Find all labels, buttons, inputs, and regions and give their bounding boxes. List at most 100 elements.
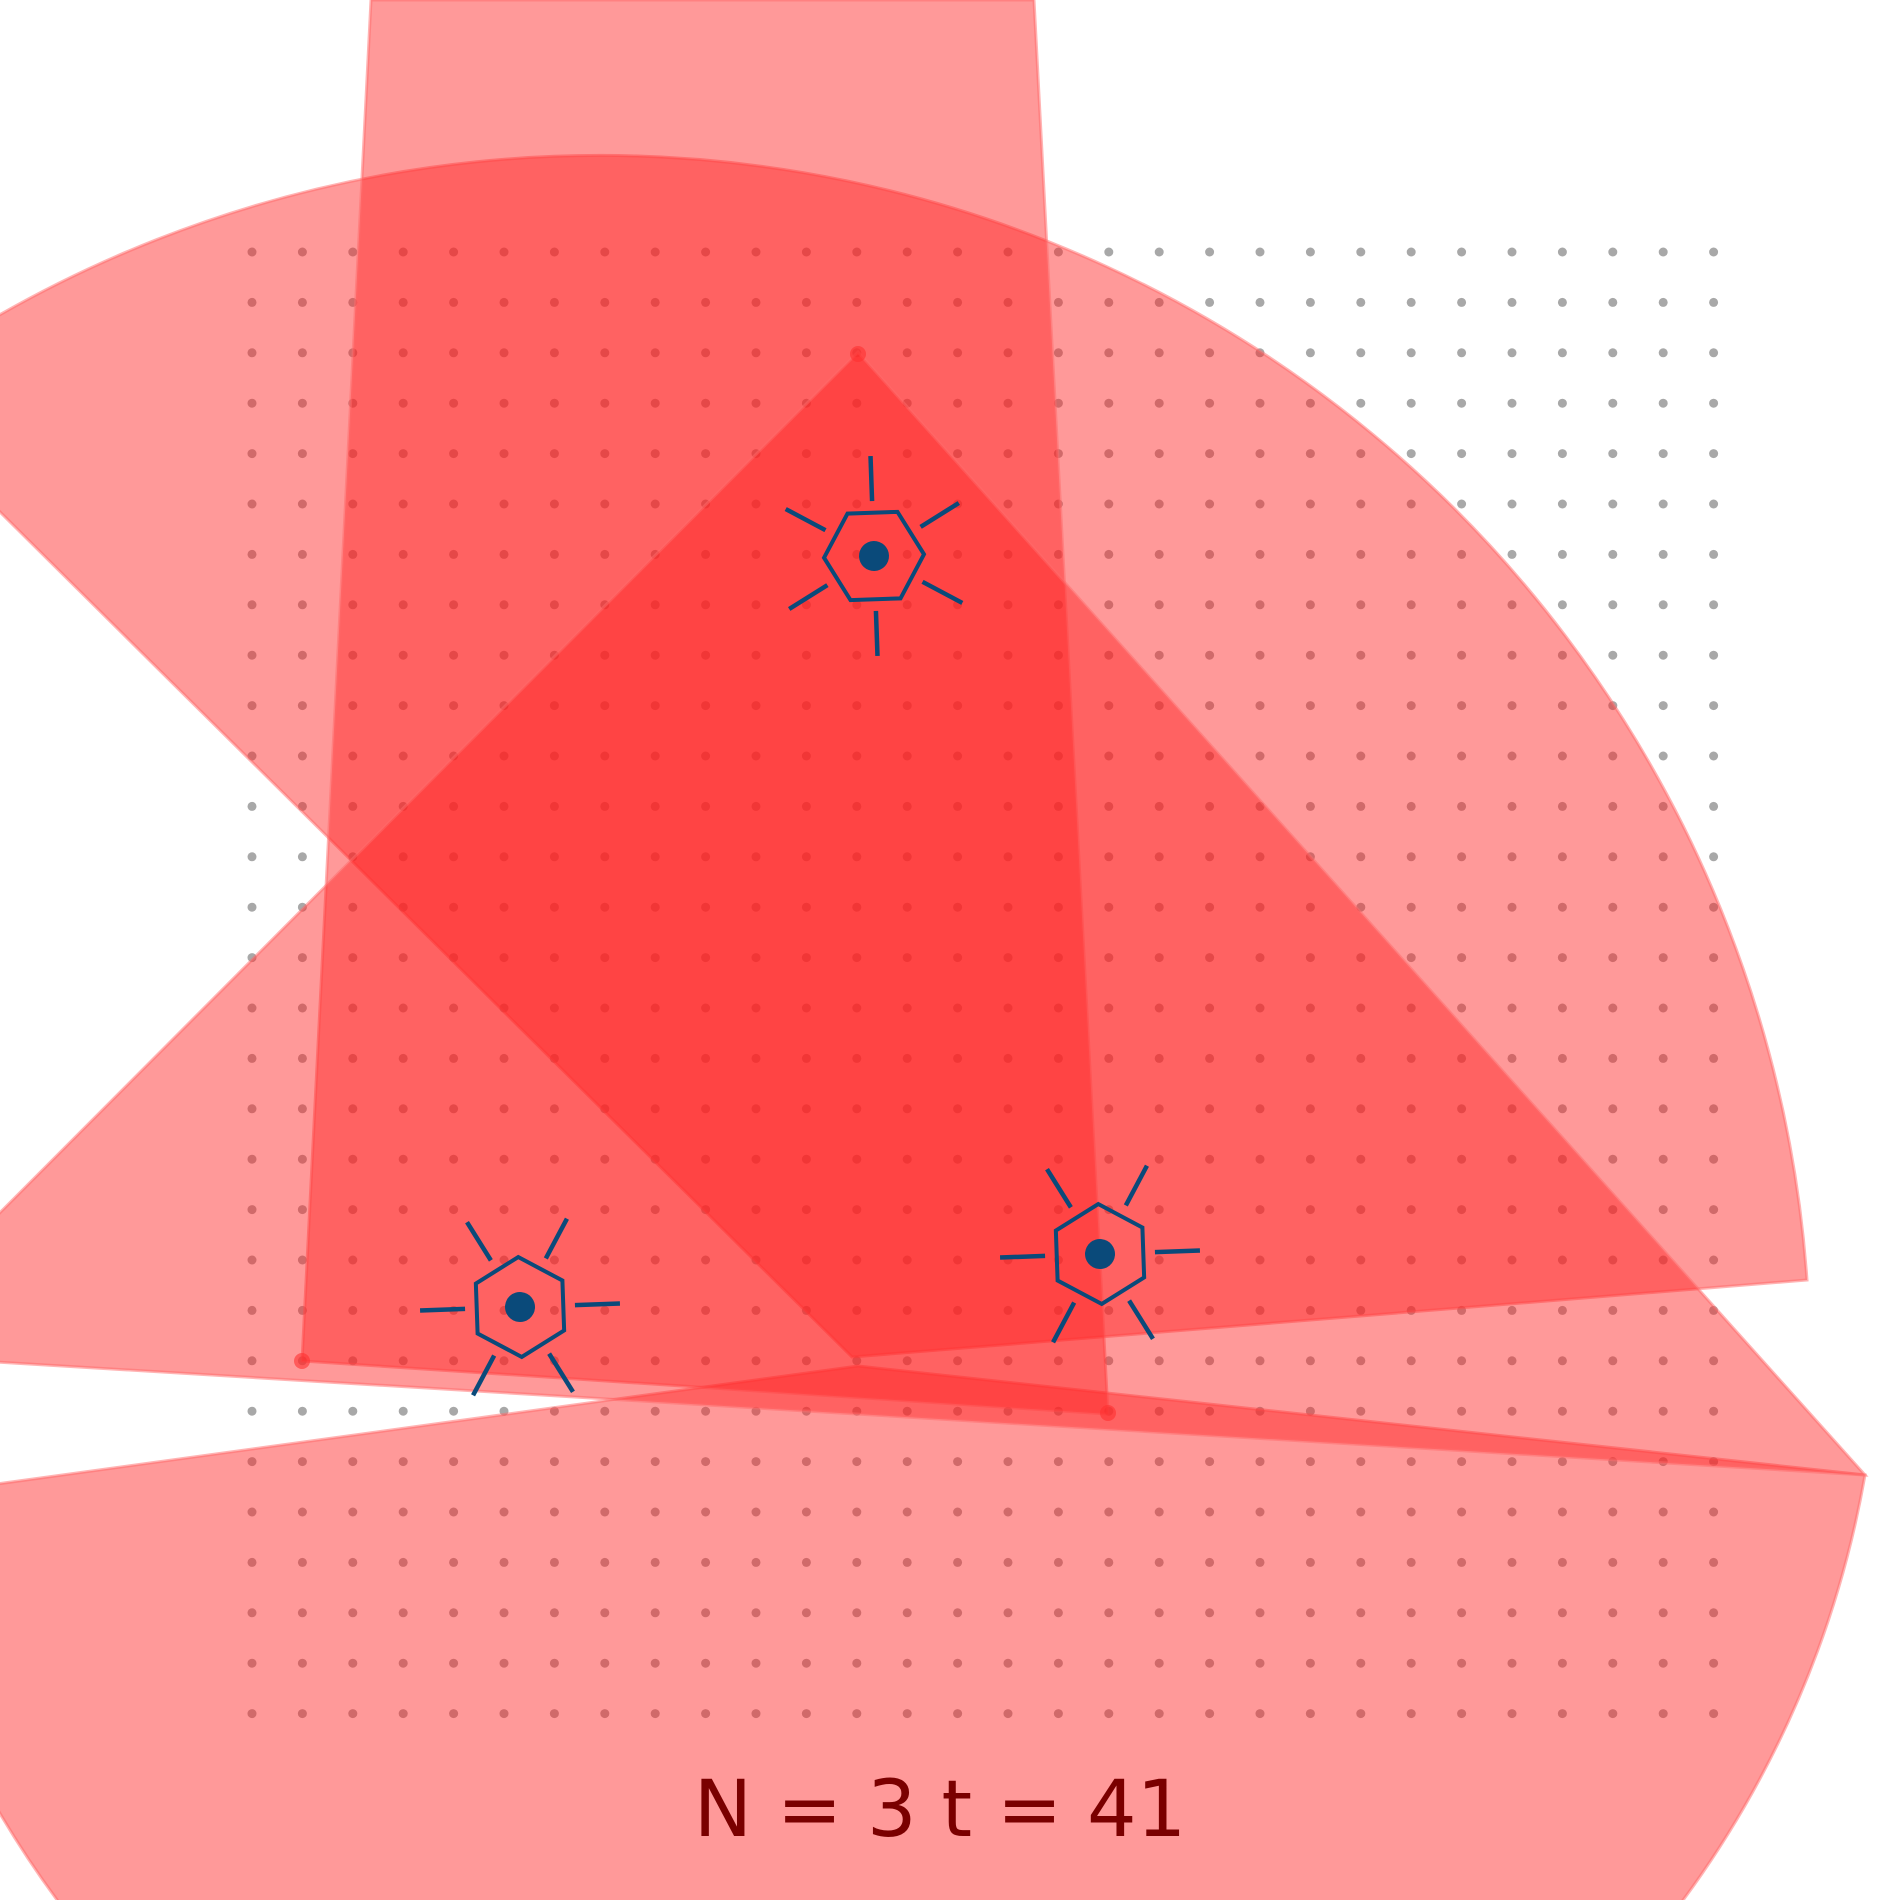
grid-dot [1658, 449, 1668, 459]
grid-dot [1406, 1507, 1416, 1517]
grid-dot [1507, 953, 1517, 963]
grid-dot [953, 1557, 963, 1567]
grid-dot [1255, 1255, 1265, 1265]
grid-dot [549, 751, 559, 761]
grid-dot [1154, 247, 1164, 257]
grid-dot [499, 1507, 509, 1517]
grid-dot [1104, 1608, 1114, 1618]
grid-dot [398, 1053, 408, 1063]
grid-dot [297, 1457, 307, 1467]
grid-dot [1003, 1507, 1013, 1517]
grid-dot [902, 1053, 912, 1063]
grid-dot [1255, 1457, 1265, 1467]
grid-dot [1003, 801, 1013, 811]
grid-dot [398, 1255, 408, 1265]
grid-dot [701, 902, 711, 912]
grid-dot [953, 1053, 963, 1063]
grid-dot [449, 1608, 459, 1618]
grid-dot [1507, 1608, 1517, 1618]
grid-dot [801, 953, 811, 963]
grid-dot [1557, 297, 1567, 307]
grid-dot [449, 1104, 459, 1114]
grid-dot [1507, 801, 1517, 811]
grid-dot [1457, 1406, 1467, 1416]
grid-dot [1003, 1608, 1013, 1618]
grid-dot [801, 650, 811, 660]
grid-dot [1154, 1557, 1164, 1567]
grid-dot [751, 953, 761, 963]
grid-dot [499, 449, 509, 459]
grid-dot [247, 1406, 257, 1416]
grid-dot [1305, 953, 1315, 963]
grid-dot [1406, 1709, 1416, 1719]
grid-dot [953, 348, 963, 358]
grid-dot [600, 297, 610, 307]
grid-dot [1608, 297, 1618, 307]
grid-dot [751, 1658, 761, 1668]
grid-dot [1658, 1608, 1668, 1618]
grid-dot [1053, 1658, 1063, 1668]
grid-dot [549, 953, 559, 963]
grid-dot [1557, 1003, 1567, 1013]
grid-dot [801, 1709, 811, 1719]
grid-dot [1205, 953, 1215, 963]
grid-dot [751, 1053, 761, 1063]
grid-dot [1709, 449, 1719, 459]
grid-dot [297, 297, 307, 307]
grid-dot [1709, 1154, 1719, 1164]
grid-dot [1608, 1053, 1618, 1063]
grid-dot [1305, 902, 1315, 912]
grid-dot [953, 1457, 963, 1467]
grid-dot [1356, 1356, 1366, 1366]
grid-dot [1205, 1709, 1215, 1719]
grid-dot [1104, 1658, 1114, 1668]
grid-dot [1205, 449, 1215, 459]
grid-dot [1255, 1356, 1265, 1366]
grid-dot [1457, 1255, 1467, 1265]
grid-dot [1205, 801, 1215, 811]
grid-dot [1658, 650, 1668, 660]
grid-dot [1104, 449, 1114, 459]
grid-dot [1053, 650, 1063, 660]
grid-dot [1205, 1507, 1215, 1517]
grid-dot [1053, 852, 1063, 862]
grid-dot [1356, 1305, 1366, 1315]
grid-dot [1104, 549, 1114, 559]
grid-dot [751, 1205, 761, 1215]
grid-dot [297, 1709, 307, 1719]
grid-dot [348, 1709, 358, 1719]
grid-dot [348, 600, 358, 610]
grid-dot [1305, 297, 1315, 307]
grid-dot [1608, 499, 1618, 509]
grid-dot [1658, 398, 1668, 408]
grid-dot [600, 1053, 610, 1063]
grid-dot [1356, 499, 1366, 509]
grid-dot [1457, 902, 1467, 912]
grid-dot [852, 650, 862, 660]
grid-dot [650, 902, 660, 912]
grid-dot [1154, 549, 1164, 559]
grid-dot [549, 1608, 559, 1618]
grid-dot [1003, 1053, 1013, 1063]
grid-dot [852, 499, 862, 509]
grid-dot [247, 348, 257, 358]
grid-dot [1507, 650, 1517, 660]
grid-dot [1154, 1205, 1164, 1215]
grid-dot [650, 247, 660, 257]
grid-dot [650, 701, 660, 711]
grid-dot [1205, 902, 1215, 912]
grid-dot [1053, 1053, 1063, 1063]
grid-dot [1658, 801, 1668, 811]
grid-dot [1003, 1658, 1013, 1668]
grid-dot [1053, 801, 1063, 811]
grid-dot [1507, 1507, 1517, 1517]
grid-dot [1608, 1507, 1618, 1517]
grid-dot [499, 348, 509, 358]
grid-dot [1557, 1507, 1567, 1517]
grid-dot [499, 549, 509, 559]
grid-dot [953, 1406, 963, 1416]
grid-dot [449, 449, 459, 459]
grid-dot [549, 348, 559, 358]
grid-dot [751, 600, 761, 610]
